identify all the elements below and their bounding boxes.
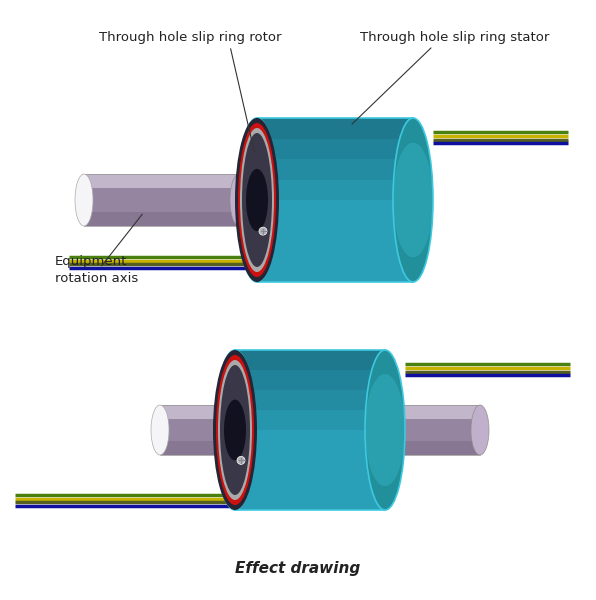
FancyBboxPatch shape [84, 212, 239, 226]
FancyBboxPatch shape [160, 405, 240, 455]
Ellipse shape [242, 133, 272, 267]
Ellipse shape [224, 400, 246, 460]
FancyBboxPatch shape [160, 441, 240, 455]
Ellipse shape [215, 350, 255, 510]
Ellipse shape [213, 350, 257, 510]
FancyBboxPatch shape [235, 390, 385, 410]
Text: Through hole slip ring rotor: Through hole slip ring rotor [99, 31, 281, 44]
FancyBboxPatch shape [235, 350, 385, 510]
Ellipse shape [365, 350, 405, 510]
FancyBboxPatch shape [257, 179, 413, 200]
FancyBboxPatch shape [84, 174, 239, 188]
Ellipse shape [75, 174, 93, 226]
FancyBboxPatch shape [257, 139, 413, 159]
Ellipse shape [151, 405, 169, 455]
FancyBboxPatch shape [257, 118, 413, 282]
Text: Through hole slip ring stator: Through hole slip ring stator [361, 31, 550, 44]
Ellipse shape [237, 118, 277, 282]
Circle shape [237, 457, 245, 464]
Ellipse shape [365, 374, 405, 486]
Ellipse shape [220, 365, 250, 495]
Ellipse shape [240, 128, 274, 272]
Ellipse shape [230, 174, 248, 226]
FancyBboxPatch shape [380, 441, 480, 455]
FancyBboxPatch shape [160, 405, 240, 419]
FancyBboxPatch shape [84, 174, 239, 226]
Ellipse shape [246, 169, 268, 231]
Ellipse shape [235, 118, 279, 282]
FancyBboxPatch shape [235, 410, 385, 430]
FancyBboxPatch shape [257, 159, 413, 179]
Ellipse shape [216, 355, 254, 505]
FancyBboxPatch shape [257, 118, 413, 139]
Ellipse shape [238, 123, 276, 277]
Text: Equipment
rotation axis: Equipment rotation axis [55, 255, 138, 285]
FancyBboxPatch shape [380, 405, 480, 419]
Ellipse shape [393, 143, 433, 257]
Ellipse shape [218, 360, 252, 500]
Ellipse shape [471, 405, 489, 455]
Ellipse shape [393, 118, 433, 282]
Text: Effect drawing: Effect drawing [235, 560, 361, 575]
FancyBboxPatch shape [235, 370, 385, 390]
Circle shape [259, 227, 267, 235]
FancyBboxPatch shape [235, 350, 385, 370]
FancyBboxPatch shape [380, 405, 480, 455]
